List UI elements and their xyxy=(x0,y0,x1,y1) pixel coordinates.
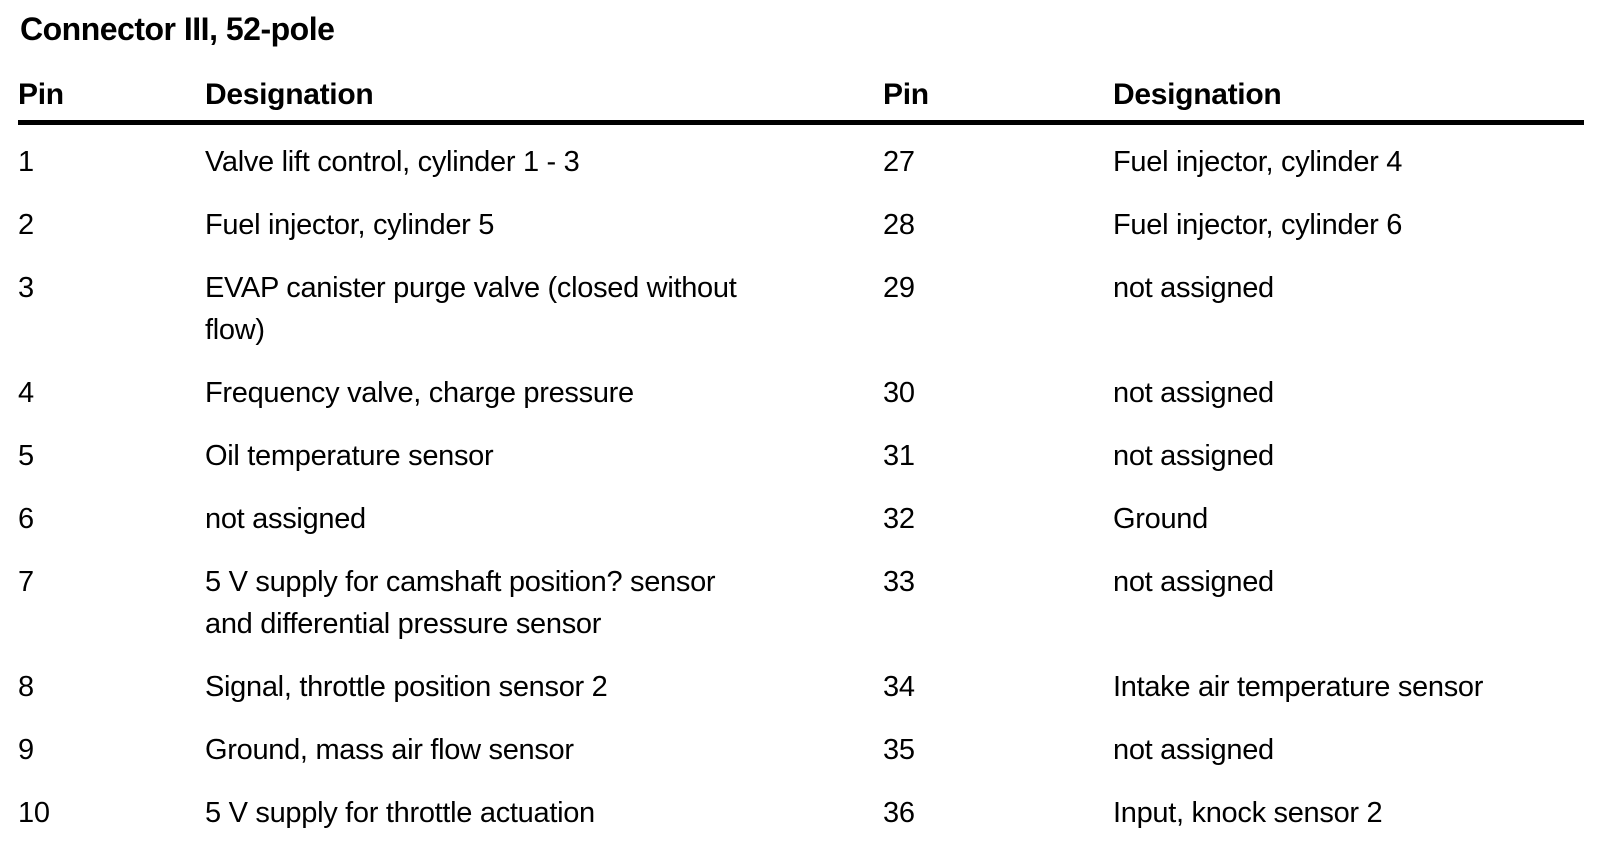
pin-number: 3 xyxy=(18,272,34,304)
pin-designation: not assigned xyxy=(1113,566,1274,598)
table-row: 6 not assigned 32 Ground xyxy=(18,498,1586,540)
pin-table: 1 Valve lift control, cylinder 1 - 3 2 7 … xyxy=(18,125,1586,834)
header-divider xyxy=(18,120,1584,125)
pin-designation: Fuel injector, cylinder 5 xyxy=(205,209,495,241)
pin-designation: Signal, throttle position sensor 2 xyxy=(205,671,608,703)
header-designation-left: Designation xyxy=(205,78,374,111)
pin-designation: Fuel injector, cylinder 4 xyxy=(1113,146,1403,178)
pin-number: 10 xyxy=(18,797,50,829)
page-title: Connector III, 52-pole xyxy=(20,11,335,47)
header-designation-right: Designation xyxy=(1113,78,1282,111)
pin-number: 6 xyxy=(18,503,34,535)
pin-number: 27 xyxy=(883,146,915,178)
table-header-row: Pin Designation Pin Designation xyxy=(18,74,1586,116)
pin-designation: not assigned xyxy=(205,503,366,535)
table-row: 5 Oil temperature sensor 31 not assigned xyxy=(18,435,1586,477)
table-row: 1 Valve lift control, cylinder 1 - 3 27 … xyxy=(18,141,1586,183)
pin-number: 30 xyxy=(883,377,915,409)
pin-number: 32 xyxy=(883,503,915,535)
pin-number: 1 xyxy=(18,146,34,178)
pin-number: 8 xyxy=(18,671,34,703)
pin-designation: EVAP canister purge valve (closed withou… xyxy=(205,272,737,346)
pin-number: 5 xyxy=(18,440,34,472)
pin-designation: not assigned xyxy=(1113,377,1274,409)
header-pin-left: Pin xyxy=(18,78,64,111)
pin-number: 35 xyxy=(883,734,915,766)
table-row: 9 Ground, mass air flow sensor 35 not as… xyxy=(18,729,1586,771)
pin-number: 29 xyxy=(883,272,915,304)
pin-designation: Oil temperature sensor xyxy=(205,440,494,472)
pin-number: 31 xyxy=(883,440,915,472)
pin-designation: not assigned xyxy=(1113,272,1274,304)
pin-number: 34 xyxy=(883,671,915,703)
pin-number: 7 xyxy=(18,566,34,598)
pin-designation: not assigned xyxy=(1113,440,1274,472)
pin-number: 2 xyxy=(18,209,34,241)
table-row: 3 EVAP canister purge valve (closed with… xyxy=(18,267,1586,351)
pin-number: 33 xyxy=(883,566,915,598)
pin-designation: Intake air temperature sensor xyxy=(1113,671,1484,703)
pin-designation: Ground xyxy=(1113,503,1208,535)
header-pin-right: Pin xyxy=(883,78,929,111)
pin-designation: Frequency valve, charge pressure xyxy=(205,377,634,409)
pin-number: 28 xyxy=(883,209,915,241)
pin-number: 9 xyxy=(18,734,34,766)
pin-designation: Input, knock sensor 2 xyxy=(1113,797,1383,829)
pin-designation: not assigned xyxy=(1113,734,1274,766)
table-row: 7 5 V supply for camshaft position? sens… xyxy=(18,561,1586,645)
pin-number: 4 xyxy=(18,377,34,409)
table-row: 4 Frequency valve, charge pressure 30 no… xyxy=(18,372,1586,414)
pin-designation: Fuel injector, cylinder 6 xyxy=(1113,209,1403,241)
pin-designation: 5 V supply for throttle actuation xyxy=(205,797,595,829)
pin-designation: Ground, mass air flow sensor xyxy=(205,734,574,766)
pin-designation: Valve lift control, cylinder 1 - 3 xyxy=(205,146,580,178)
table-row: 8 Signal, throttle position sensor 2 34 … xyxy=(18,666,1586,708)
table-row: 10 5 V supply for throttle actuation 36 … xyxy=(18,792,1586,834)
pin-designation: 5 V supply for camshaft position? sensor… xyxy=(205,566,716,640)
pin-number: 36 xyxy=(883,797,915,829)
table-row: 2 Fuel injector, cylinder 5 28 Fuel inje… xyxy=(18,204,1586,246)
